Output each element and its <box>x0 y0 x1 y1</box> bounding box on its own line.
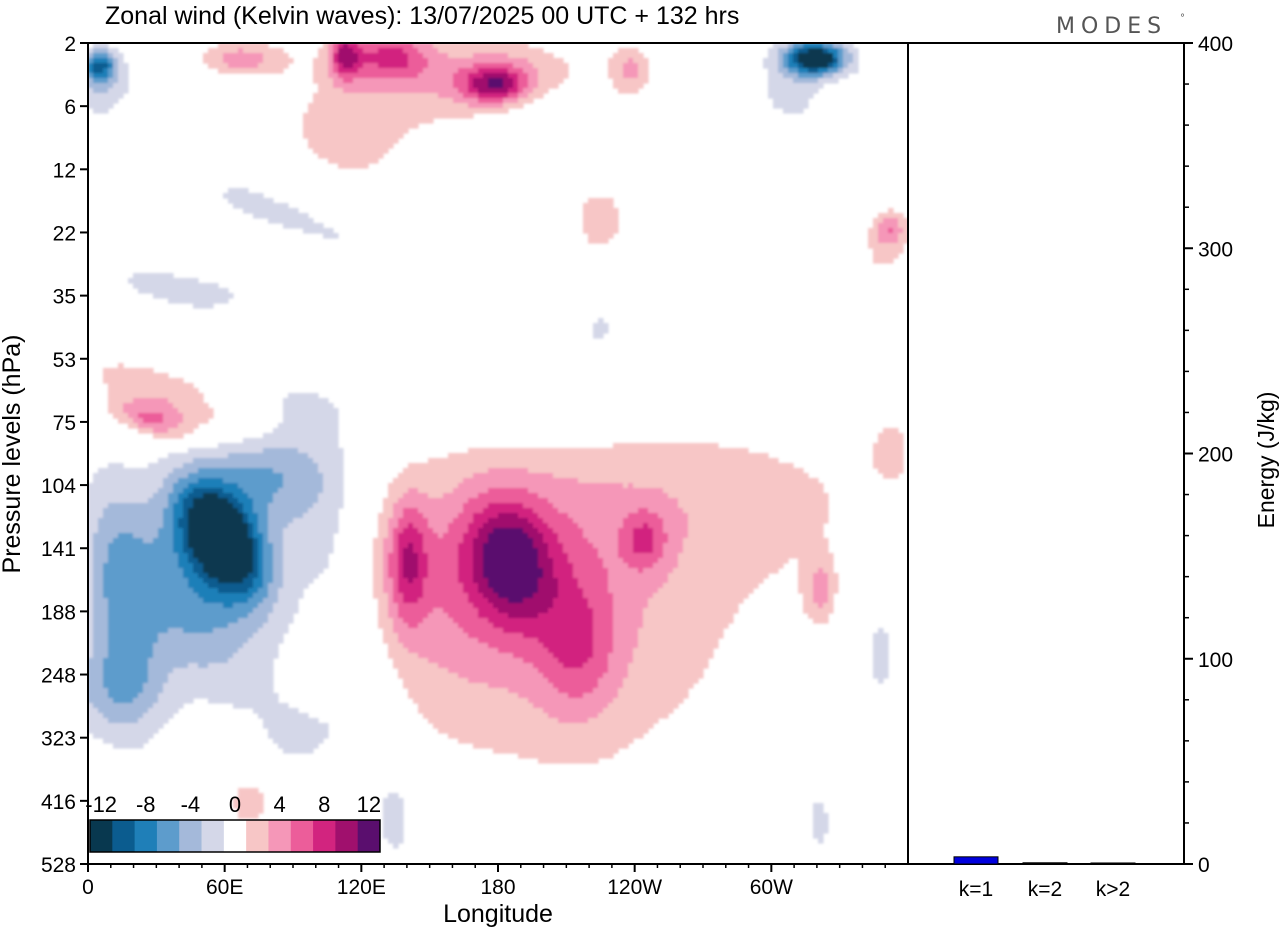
energy-tick-label: 300 <box>1198 238 1233 261</box>
energy-bar-3 <box>1090 862 1136 865</box>
colorbar-label: 0 <box>229 792 241 817</box>
energy-axis: 0 100 200 300 400 <box>1184 33 1233 877</box>
colorbar-swatch <box>335 820 359 852</box>
colorbar-swatch <box>179 820 202 852</box>
energy-panel-frame <box>907 42 1185 865</box>
energy-bar-1 <box>953 856 999 865</box>
y-tick-label: 528 <box>41 854 76 877</box>
y-tick-label: 323 <box>41 728 76 751</box>
colorbar-swatch <box>90 820 113 852</box>
energy-tick-label: 100 <box>1198 649 1233 672</box>
colorbar-label: -4 <box>181 792 201 817</box>
y-tick-label: 22 <box>53 222 76 245</box>
colorbar-swatch <box>313 820 336 852</box>
colorbar-swatch <box>357 820 381 852</box>
bar-category-label: k=1 <box>959 878 993 901</box>
x-axis-label: Longitude <box>443 900 553 928</box>
y-tick-label: 6 <box>64 96 76 119</box>
energy-tick-label: 200 <box>1198 444 1233 467</box>
y-tick-label: 53 <box>53 349 76 372</box>
energy-bars: k=1 k=2 k>2 <box>953 856 1136 901</box>
colorbar-swatch <box>268 820 292 852</box>
energy-tick-label: 0 <box>1198 854 1210 877</box>
y-tick-label: 416 <box>41 791 76 814</box>
pressure-axis: 2 6 12 22 35 53 75 104 141 188 248 323 416 528 <box>41 33 88 877</box>
colorbar-swatch <box>156 820 180 852</box>
energy-axis-label: Energy (J/kg) <box>1253 392 1279 529</box>
bar-category-label: k>2 <box>1096 878 1130 901</box>
colorbar-swatch <box>112 820 136 852</box>
y-tick-label: 188 <box>41 601 76 624</box>
x-tick-label: 180 <box>480 876 515 899</box>
y-tick-label: 248 <box>41 665 76 688</box>
energy-bar-2 <box>1022 862 1068 865</box>
y-tick-label: 104 <box>41 475 76 498</box>
x-tick-label: 120W <box>607 876 662 899</box>
bar-category-label: k=2 <box>1028 878 1062 901</box>
modes-logo: MODES <box>1056 14 1167 39</box>
y-tick-label: 2 <box>64 33 76 56</box>
y-tick-label: 12 <box>53 159 76 182</box>
colorbar-label: -12 <box>85 792 117 817</box>
colorbar-swatch <box>290 820 314 852</box>
x-tick-label: 60E <box>206 876 243 899</box>
colorbar-label: -8 <box>136 792 156 817</box>
y-tick-label: 35 <box>53 286 76 309</box>
energy-tick-label: 400 <box>1198 33 1233 56</box>
colorbar-swatch <box>201 820 225 852</box>
colorbar-label: 8 <box>318 792 330 817</box>
modes-logo-mark: ° <box>1180 13 1191 24</box>
y-tick-label: 75 <box>53 412 76 435</box>
colorbar-swatch <box>246 820 269 852</box>
colorbar-swatch <box>134 820 158 852</box>
colorbar-label: 4 <box>273 792 285 817</box>
y-axis-label: Pressure levels (hPa) <box>0 335 26 574</box>
x-tick-label: 0 <box>82 876 94 899</box>
zonal-wind-contour-field <box>88 43 908 864</box>
colorbar-label: 12 <box>357 792 381 817</box>
colorbar-swatch <box>223 820 247 852</box>
y-tick-label: 141 <box>41 538 76 561</box>
x-tick-label: 120E <box>337 876 386 899</box>
longitude-axis: 0 60E 120E 180 120W 60W <box>82 864 886 899</box>
chart-title: Zonal wind (Kelvin waves): 13/07/2025 00… <box>105 2 739 30</box>
x-tick-label: 60W <box>750 876 793 899</box>
colorbar: -12 -8 -4 0 4 8 12 <box>85 792 381 853</box>
